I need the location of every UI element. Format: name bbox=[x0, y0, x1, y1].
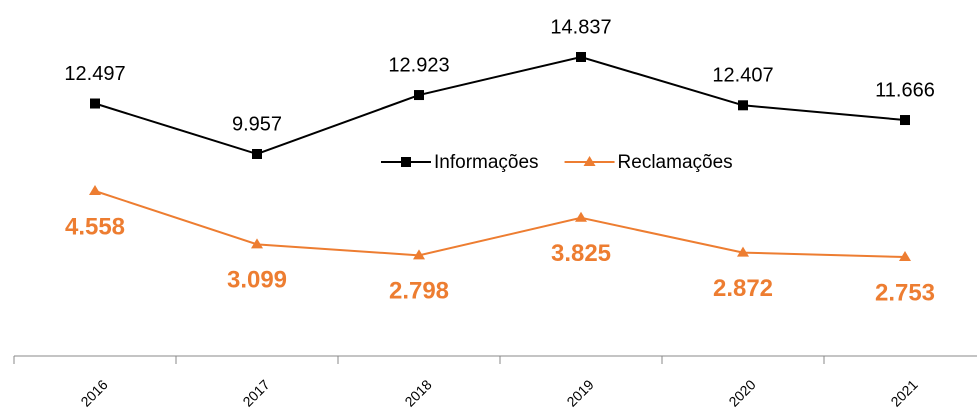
x-tick-label: 2016 bbox=[77, 376, 110, 409]
line bbox=[94, 55, 906, 156]
x-tick-label: 2019 bbox=[563, 376, 596, 409]
legend-label: Reclamações bbox=[618, 152, 733, 173]
legend-label: Informações bbox=[434, 152, 539, 173]
x-tick-label: 2017 bbox=[239, 376, 272, 409]
x-tick-label: 2021 bbox=[887, 376, 920, 409]
value-label: 3.099 bbox=[227, 267, 287, 294]
legend-marker bbox=[401, 157, 411, 167]
marker bbox=[575, 211, 587, 222]
marker bbox=[900, 115, 910, 126]
x-tick-label: 2020 bbox=[725, 376, 758, 409]
value-label: 9.957 bbox=[232, 113, 282, 135]
marker bbox=[251, 238, 263, 249]
value-label: 3.825 bbox=[551, 240, 611, 267]
value-label: 12.497 bbox=[64, 63, 125, 85]
marker bbox=[414, 90, 424, 101]
line bbox=[94, 190, 906, 258]
marker bbox=[737, 246, 749, 257]
marker bbox=[899, 251, 911, 261]
value-label: 4.558 bbox=[65, 213, 125, 240]
value-label: 12.923 bbox=[388, 54, 449, 76]
marker bbox=[89, 185, 101, 195]
marker bbox=[413, 249, 425, 260]
value-label: 2.753 bbox=[875, 279, 935, 306]
legend-marker bbox=[583, 156, 596, 166]
value-label: 12.407 bbox=[712, 65, 773, 87]
marker bbox=[90, 98, 100, 109]
marker bbox=[252, 149, 262, 159]
marker bbox=[576, 52, 586, 62]
value-label: 14.837 bbox=[550, 16, 611, 38]
value-label: 2.798 bbox=[389, 278, 449, 305]
x-tick-label: 2018 bbox=[401, 376, 434, 409]
marker bbox=[738, 100, 748, 111]
value-label: 2.872 bbox=[713, 275, 773, 302]
value-label: 11.666 bbox=[875, 79, 935, 101]
